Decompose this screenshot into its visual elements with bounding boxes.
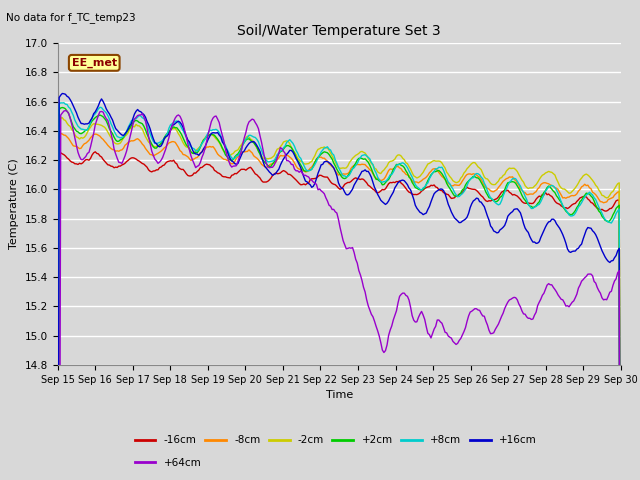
Text: No data for f_TC_temp23: No data for f_TC_temp23 — [6, 12, 136, 23]
Text: EE_met: EE_met — [72, 58, 117, 68]
Title: Soil/Water Temperature Set 3: Soil/Water Temperature Set 3 — [237, 24, 441, 38]
Y-axis label: Temperature (C): Temperature (C) — [9, 158, 19, 250]
X-axis label: Time: Time — [326, 390, 353, 400]
Legend: +64cm: +64cm — [131, 454, 205, 472]
